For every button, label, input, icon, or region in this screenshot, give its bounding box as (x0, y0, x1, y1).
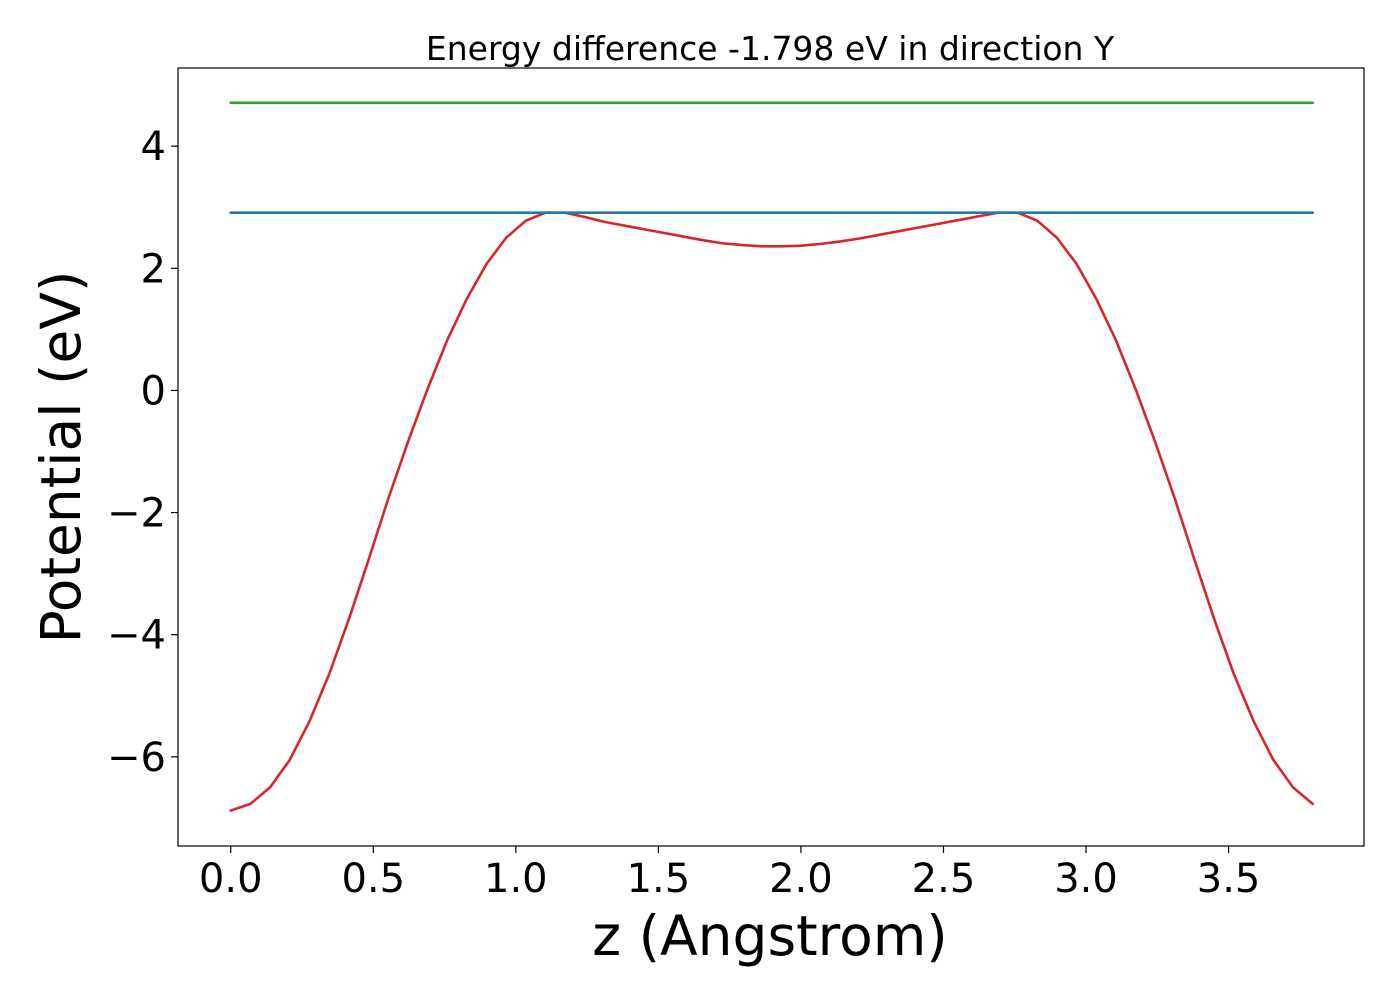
x-tick-label-7: 3.5 (1197, 856, 1261, 902)
x-tick-label-2: 1.0 (484, 856, 548, 902)
x-tick-label-1: 0.5 (341, 856, 405, 902)
y-axis: −6 −4 −2 0 2 4 (107, 124, 178, 781)
x-tick-label-6: 3.0 (1054, 856, 1118, 902)
y-tick-label-5: 4 (141, 124, 166, 170)
x-tick-label-3: 1.5 (627, 856, 691, 902)
y-tick-label-4: 2 (141, 246, 166, 292)
x-tick-label-4: 2.0 (769, 856, 833, 902)
y-tick-label-1: −4 (107, 613, 166, 659)
chart-title: Energy difference -1.798 eV in direction… (426, 29, 1115, 68)
x-axis: 0.0 0.5 1.0 1.5 2.0 2.5 3.0 3.5 (199, 846, 1260, 902)
x-axis-label: z (Angstrom) (592, 904, 948, 968)
plot-area (229, 101, 1314, 812)
y-tick-label-3: 0 (141, 368, 166, 414)
plot-frame (177, 67, 1365, 847)
x-tick-label-5: 2.5 (912, 856, 976, 902)
series-line-0 (229, 211, 1314, 812)
y-axis-label: Potential (eV) (29, 271, 93, 644)
y-tick-label-2: −2 (107, 491, 166, 537)
y-tick-label-0: −6 (107, 735, 166, 781)
x-tick-label-0: 0.0 (199, 856, 263, 902)
